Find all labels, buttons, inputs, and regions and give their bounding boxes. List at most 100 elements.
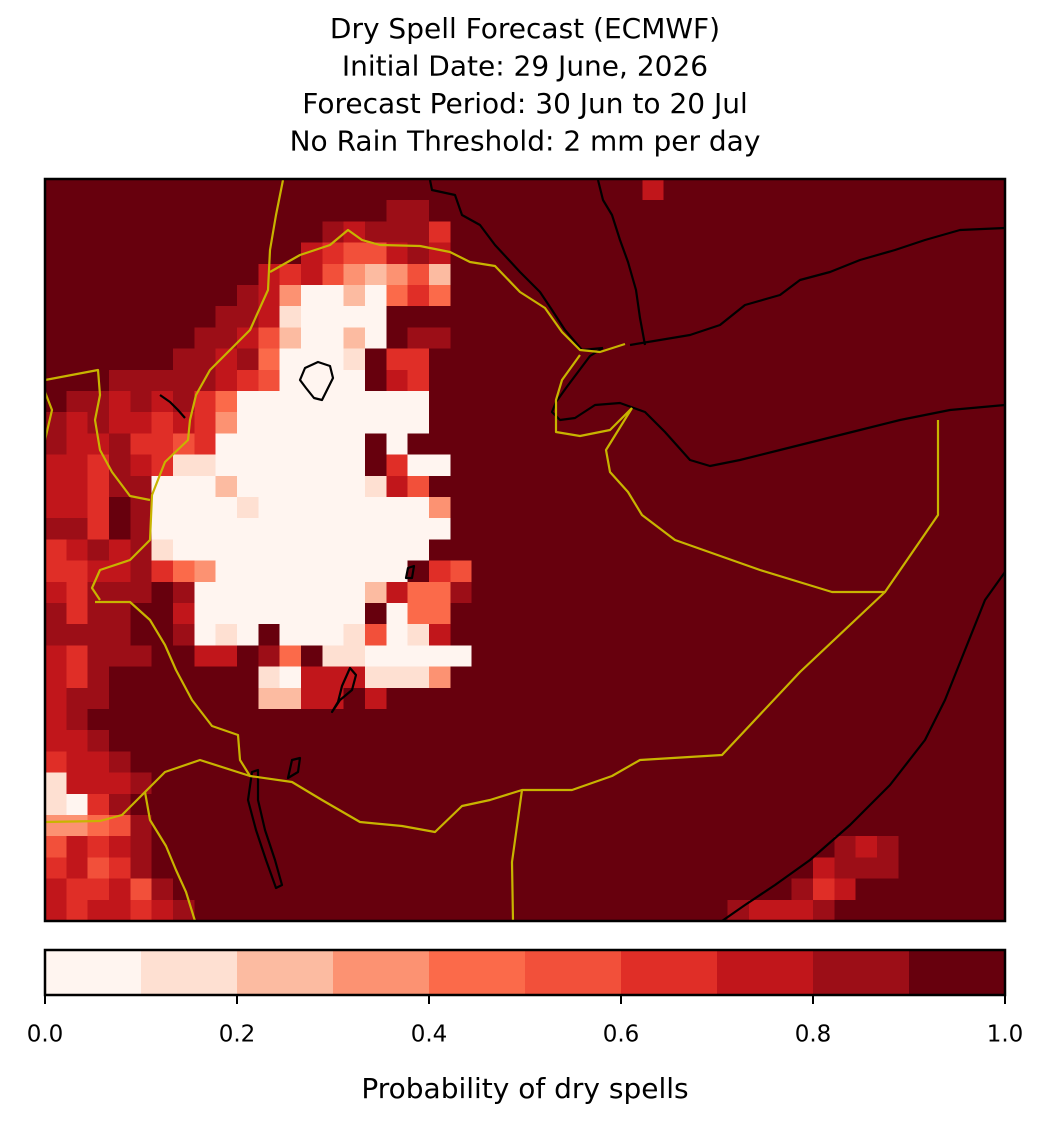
grid-cell xyxy=(279,857,302,880)
grid-cell xyxy=(322,709,345,731)
grid-cell xyxy=(87,836,110,858)
grid-cell xyxy=(791,645,814,668)
grid-cell xyxy=(642,624,665,646)
grid-cell xyxy=(450,369,473,392)
grid-cell xyxy=(194,221,217,244)
grid-cell xyxy=(898,369,921,392)
grid-cell xyxy=(450,327,473,350)
grid-cell xyxy=(706,285,729,307)
grid-cell xyxy=(706,666,729,689)
grid-cell xyxy=(898,391,921,413)
grid-cell xyxy=(301,836,323,858)
lake-tana xyxy=(298,360,335,402)
grid-cell xyxy=(962,772,985,795)
grid-cell xyxy=(151,539,174,562)
grid-cell xyxy=(535,348,558,371)
grid-cell xyxy=(471,581,494,604)
grid-cell xyxy=(258,433,281,456)
grid-cell xyxy=(407,518,430,540)
grid-cell xyxy=(813,221,835,244)
grid-cell xyxy=(151,857,174,880)
grid-cell xyxy=(514,624,537,646)
grid-cell xyxy=(855,560,878,583)
grid-cell xyxy=(877,878,899,901)
grid-cell xyxy=(322,179,345,201)
grid-cell xyxy=(514,369,537,392)
grid-cell xyxy=(941,263,963,286)
grid-cell xyxy=(983,242,1006,265)
grid-cell xyxy=(471,454,494,477)
grid-cell xyxy=(621,285,643,307)
grid-cell xyxy=(791,624,814,646)
grid-cell xyxy=(727,666,750,689)
grid-cell xyxy=(343,815,366,837)
grid-cell xyxy=(215,687,238,710)
grid-cell xyxy=(130,200,153,222)
grid-cell xyxy=(535,285,558,307)
grid-cell xyxy=(877,200,899,222)
somaliland-border xyxy=(604,407,940,594)
grid-cell xyxy=(365,815,387,837)
grid-cell xyxy=(941,518,963,540)
grid-cell xyxy=(727,772,750,795)
grid-cell xyxy=(45,581,67,604)
grid-cell xyxy=(621,709,643,731)
grid-cell xyxy=(685,751,707,774)
chart-title-line: Forecast Period: 30 Jun to 20 Jul xyxy=(302,87,748,120)
grid-cell xyxy=(962,539,985,562)
grid-cell xyxy=(45,751,67,774)
red-sea-east-coast xyxy=(596,179,647,346)
grid-cell xyxy=(557,581,579,604)
grid-cell xyxy=(877,603,899,625)
grid-cell xyxy=(877,581,899,604)
grid-cell xyxy=(535,412,558,434)
grid-cell xyxy=(450,306,473,328)
grid-cell xyxy=(791,772,814,795)
grid-cell xyxy=(898,475,921,498)
grid-cell xyxy=(45,709,67,731)
grid-cell xyxy=(514,497,537,519)
grid-cell xyxy=(258,179,281,201)
grid-cell xyxy=(343,581,366,604)
grid-cell xyxy=(237,518,259,540)
grid-cell xyxy=(471,369,494,392)
grid-cell xyxy=(194,815,217,837)
grid-cell xyxy=(749,730,771,752)
grid-cell xyxy=(450,815,473,837)
grid-cell xyxy=(898,581,921,604)
grid-cell xyxy=(791,666,814,689)
grid-cell xyxy=(130,687,153,710)
grid-cell xyxy=(130,497,153,519)
grid-cell xyxy=(365,624,387,646)
grid-cell xyxy=(130,348,153,371)
grid-cell xyxy=(941,687,963,710)
grid-cell xyxy=(493,412,515,434)
grid-cell xyxy=(621,306,643,328)
grid-cell xyxy=(279,560,302,583)
grid-cell xyxy=(855,772,878,795)
grid-cell xyxy=(535,433,558,456)
grid-cell xyxy=(45,242,67,265)
grid-cell xyxy=(365,242,387,265)
grid-cell xyxy=(599,836,622,858)
grid-cell xyxy=(429,475,451,498)
grid-cell xyxy=(962,687,985,710)
grid-cell xyxy=(130,624,153,646)
grid-cell xyxy=(727,179,750,201)
grid-cell xyxy=(941,412,963,434)
grid-cell xyxy=(642,772,665,795)
colorbar-segment xyxy=(45,950,141,995)
grid-cell xyxy=(535,857,558,880)
grid-cell xyxy=(749,581,771,604)
grid-cell xyxy=(706,624,729,646)
grid-cell xyxy=(941,815,963,837)
grid-cell xyxy=(706,687,729,710)
grid-cell xyxy=(301,475,323,498)
grid-cell xyxy=(642,645,665,668)
grid-cell xyxy=(130,857,153,880)
colorbar-segment xyxy=(717,950,813,995)
grid-cell xyxy=(66,285,89,307)
grid-cell xyxy=(407,369,430,392)
grid-cell xyxy=(493,793,515,816)
grid-cell xyxy=(493,560,515,583)
